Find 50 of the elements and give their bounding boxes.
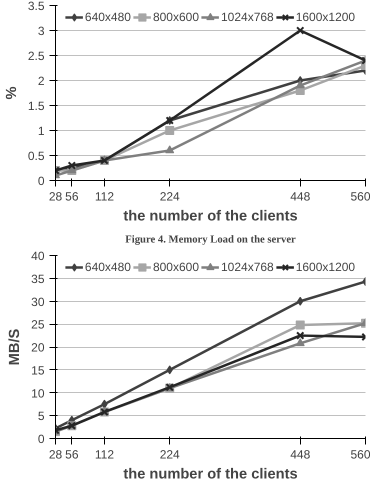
x-tick-label: 28 — [48, 190, 62, 204]
y-tick-label: 3.5 — [28, 0, 45, 13]
y-tick-label: 10 — [31, 386, 45, 400]
y-tick-label: 25 — [31, 318, 45, 332]
y-tick-label: 40 — [31, 249, 45, 263]
legend-label: 1600x1200 — [296, 260, 356, 274]
y-axis-title: MB/S — [7, 328, 24, 366]
x-tick-label: 112 — [94, 190, 114, 204]
y-tick-label: 20 — [31, 340, 45, 354]
y-tick-label: 5 — [38, 409, 45, 424]
point — [296, 320, 305, 330]
y-tick-label: 0 — [38, 174, 45, 188]
caption: Figure 4. Memory Load on the server — [125, 234, 296, 246]
x-tick-label: 56 — [65, 190, 79, 204]
legend-label: 1024x768 — [220, 10, 274, 24]
x-tick-label: 448 — [290, 190, 311, 204]
y-tick-label: 2.5 — [28, 49, 45, 63]
x-tick-label: 224 — [160, 448, 180, 462]
legend-label: 1600x1200 — [296, 10, 356, 24]
x-tick-label: 28 — [48, 448, 62, 462]
point — [296, 26, 304, 35]
point — [68, 161, 76, 170]
legend-label: 640x480 — [84, 260, 131, 274]
y-tick-label: 15 — [31, 363, 45, 378]
y-tick-label: 35 — [31, 272, 45, 286]
x-tick-label: 112 — [94, 448, 114, 462]
x-tick-label: 560 — [350, 190, 371, 204]
point — [296, 80, 305, 88]
x-axis-title: the number of the clients — [123, 466, 298, 482]
x-axis-title: the number of the clients — [123, 208, 298, 224]
y-tick-label: 0.5 — [28, 149, 45, 163]
legend-label: 800x600 — [152, 260, 199, 274]
y-tick-label: 3 — [38, 24, 45, 38]
y-tick-label: 1.5 — [28, 99, 45, 113]
point — [296, 338, 305, 346]
point — [296, 331, 304, 340]
x-tick-label: 560 — [350, 448, 371, 462]
point — [165, 126, 174, 135]
point — [165, 145, 174, 154]
legend-label: 640x480 — [84, 10, 131, 24]
legend-label: 800x600 — [152, 10, 199, 24]
x-tick-label: 448 — [290, 448, 311, 462]
x-tick-label: 224 — [160, 190, 180, 204]
x-tick-label: 56 — [65, 448, 79, 462]
legend-label: 1024x768 — [220, 260, 274, 274]
y-tick-label: 30 — [31, 294, 45, 309]
y-tick-label: 1 — [38, 124, 45, 138]
y-axis-title: % — [4, 86, 20, 100]
y-tick-label: 0 — [38, 432, 45, 446]
y-tick-label: 2 — [38, 74, 45, 88]
